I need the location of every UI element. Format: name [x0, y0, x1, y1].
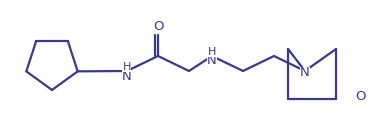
Text: N: N: [207, 55, 217, 68]
Text: N: N: [122, 70, 132, 82]
Text: H: H: [123, 62, 131, 72]
Text: O: O: [153, 21, 163, 33]
Text: O: O: [355, 90, 365, 104]
Text: H: H: [208, 47, 216, 57]
Text: N: N: [300, 67, 310, 80]
